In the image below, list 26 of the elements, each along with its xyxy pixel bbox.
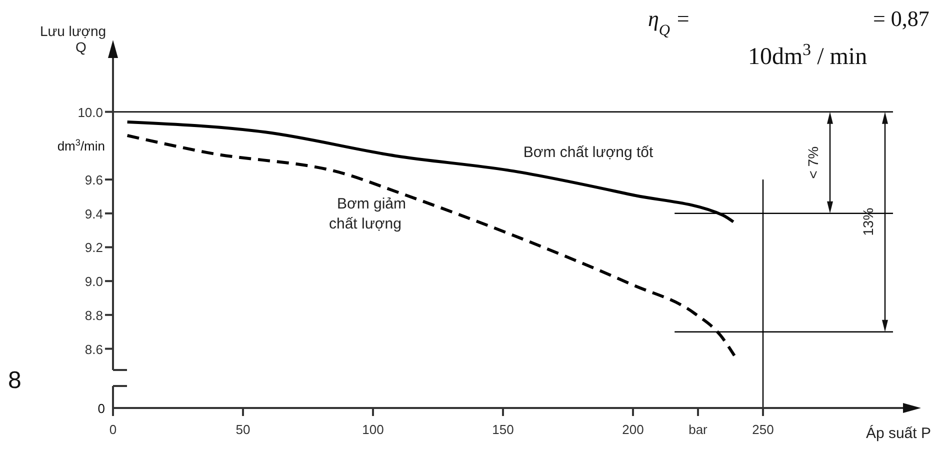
x-axis-title: Áp suất P bbox=[866, 424, 931, 442]
x-tick-label: 0 bbox=[109, 422, 117, 437]
y-tick-label: 9.6 bbox=[84, 172, 103, 188]
annotation: 13% bbox=[860, 208, 876, 236]
series-label: Bơm giảm chất lượng bbox=[329, 195, 406, 232]
x-tick-label: 200 bbox=[622, 422, 644, 437]
x-tick-label: bar bbox=[688, 422, 708, 437]
y-axis-title: Lưu lượng Q bbox=[40, 23, 106, 55]
x-tick-label: 150 bbox=[492, 422, 514, 437]
y-tick-label: 8.8 bbox=[84, 308, 103, 323]
text: η$_{Q}$ = bbox=[648, 6, 690, 38]
text: dm$^{3}$/min bbox=[57, 138, 105, 154]
text: 0 bbox=[98, 401, 105, 416]
y-tick-label: 10.0 bbox=[78, 104, 103, 120]
x-tick-label: 100 bbox=[362, 422, 384, 437]
y-tick-label: 9.4 bbox=[84, 206, 103, 222]
series-label: Bơm chất lượng tốt bbox=[523, 144, 654, 162]
x-tick-label: 50 bbox=[236, 422, 250, 437]
y-tick-label: 9.2 bbox=[84, 240, 103, 256]
y-tick-label: 9.0 bbox=[84, 274, 103, 290]
annotation: < 7% bbox=[805, 146, 821, 179]
text: 8 bbox=[8, 367, 22, 394]
text: 10dm$^{3}$ / min bbox=[748, 40, 868, 70]
text: = 0,87 bbox=[873, 6, 930, 31]
x-tick-label: 250 bbox=[752, 422, 774, 437]
y-tick-label: 8.6 bbox=[84, 342, 103, 357]
